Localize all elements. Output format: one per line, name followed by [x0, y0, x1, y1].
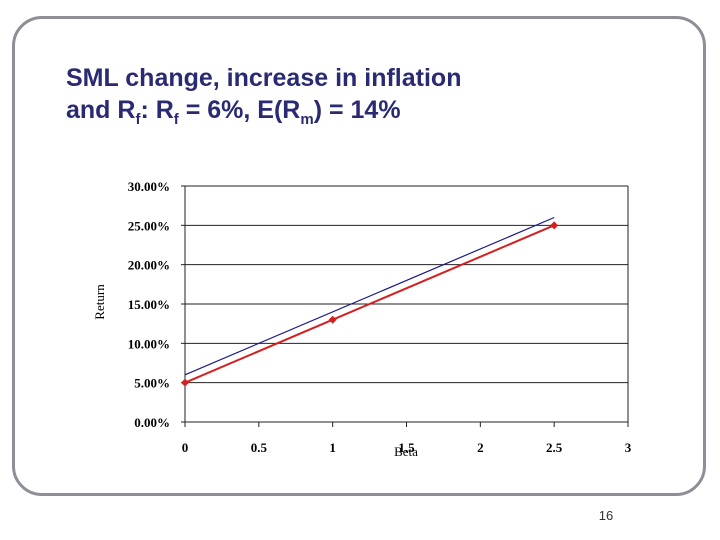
y-tick-label: 15.00%	[128, 297, 170, 312]
x-axis-label: Beta	[394, 444, 418, 459]
x-tick-label: 2.5	[546, 440, 563, 455]
slide-title: SML change, increase in inflation and Rf…	[66, 62, 686, 128]
title-line-1: SML change, increase in inflation	[66, 64, 462, 92]
title-text: ) = 14%	[313, 96, 401, 124]
x-tick-label: 0.5	[251, 440, 268, 455]
x-tick-label: 1.5	[398, 440, 415, 455]
y-tick-label: 25.00%	[128, 218, 170, 233]
y-tick-label: 10.00%	[128, 336, 170, 351]
data-point	[550, 221, 559, 230]
series-line	[184, 216, 555, 376]
data-point	[328, 315, 337, 324]
title-subscript: m	[300, 111, 314, 128]
title-text: = 6%, E(R	[178, 96, 301, 124]
title-subscript: f	[135, 111, 141, 128]
title-line-2: and Rf: Rf = 6%, E(Rm) = 14%	[66, 94, 686, 128]
y-axis-label: Return	[92, 284, 107, 320]
data-point	[181, 378, 189, 387]
x-tick-label: 2	[477, 440, 484, 455]
y-tick-label: 5.00%	[134, 376, 170, 391]
y-tick-label: 20.00%	[128, 258, 170, 273]
title-text: and R	[66, 96, 136, 124]
x-tick-label: 3	[625, 440, 632, 455]
x-tick-label: 0	[182, 440, 189, 455]
slide-frame	[12, 16, 706, 496]
title-text: : R	[140, 96, 174, 124]
y-tick-label: 30.00%	[128, 179, 170, 194]
title-subscript: f	[173, 111, 179, 128]
y-tick-label: 0.00%	[134, 415, 170, 430]
x-tick-label: 1	[329, 440, 336, 455]
slide-number: 16	[598, 508, 614, 523]
